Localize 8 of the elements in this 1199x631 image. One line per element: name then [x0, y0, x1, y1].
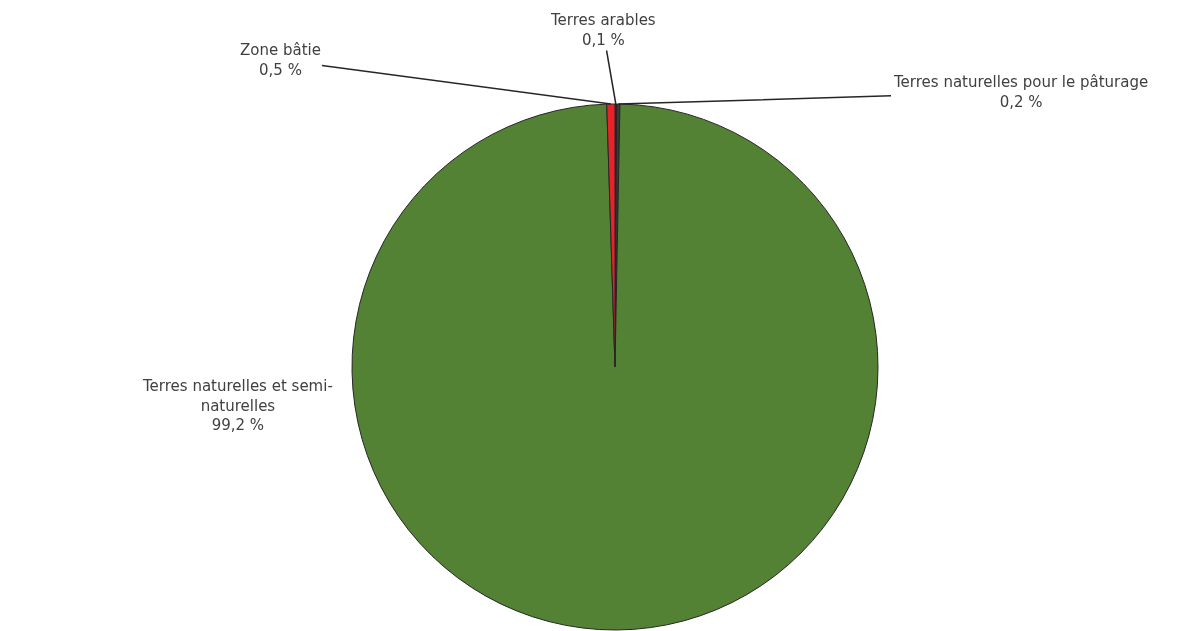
slice-label: Terres arables	[550, 11, 656, 29]
data-label: 0,2 %	[999, 92, 1043, 111]
data-label: 0,5 %	[259, 60, 302, 79]
slice-label: Terres naturelles pour le pâturage	[893, 73, 1149, 91]
slice-label: Terres naturelles et semi-naturelles	[142, 377, 333, 415]
data-label: 99,2 %	[211, 416, 265, 434]
data-label: 0,1 %	[581, 30, 625, 49]
slice-label: Zone bâtie	[240, 41, 321, 59]
